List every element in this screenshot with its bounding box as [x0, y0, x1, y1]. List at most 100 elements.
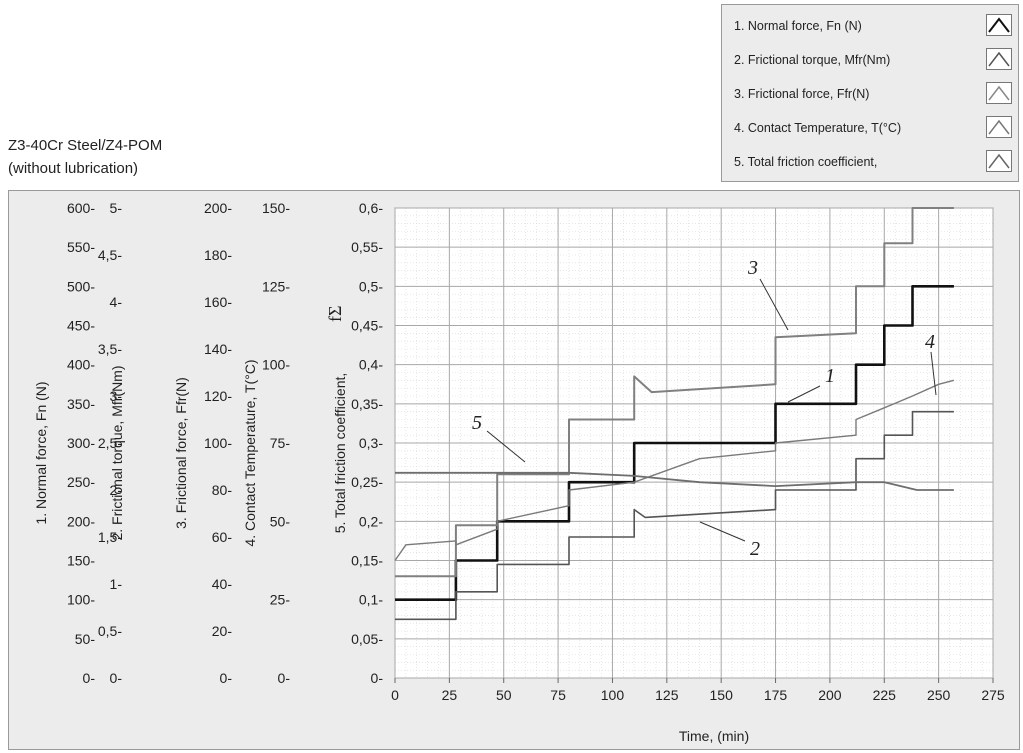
chart-title-material: Z3-40Cr Steel/Z4-POM [8, 137, 163, 154]
y-tick-label: 100- [67, 592, 95, 608]
y-tick-label: 300- [67, 435, 95, 451]
y-axis-label: 5. Total friction coefficient, [332, 373, 348, 534]
plot-style-icon[interactable] [986, 48, 1012, 70]
x-tick-label: 125 [655, 687, 679, 703]
y-tick-label: 0- [278, 670, 291, 686]
legend-label: 5. Total friction coefficient, [734, 155, 878, 169]
y-tick-label: 25- [270, 592, 291, 608]
y-axis-label: 3. Frictional force, Ffr(N) [173, 377, 189, 529]
y-tick-label: 150- [67, 553, 95, 569]
series-line-1 [395, 284, 954, 602]
y-tick-label: 2- [110, 482, 123, 498]
x-tick-label: 200 [818, 687, 842, 703]
y-tick-label: 0,2- [359, 513, 383, 529]
legend-item-contact-temperature[interactable]: 4. Contact Temperature, T(°C) [734, 113, 1014, 143]
plot-style-icon[interactable] [986, 14, 1012, 36]
series-group [394, 207, 955, 621]
y-tick-label: 160- [204, 294, 232, 310]
x-axis-label: Time, (min) [679, 728, 749, 744]
x-tick-label: 0 [391, 687, 399, 703]
legend-item-friction-coefficient[interactable]: 5. Total friction coefficient, [734, 147, 1014, 177]
y-tick-label: 0- [220, 670, 233, 686]
x-tick-label: 225 [873, 687, 897, 703]
y-tick-label: 0,15- [351, 553, 383, 569]
y-tick-label: 2,5- [98, 435, 122, 451]
y-tick-label: 150- [262, 200, 290, 216]
annotation-leader [699, 521, 746, 542]
legend-label: 4. Contact Temperature, T(°C) [734, 121, 902, 135]
annotation-leader [787, 385, 821, 403]
legend: 1. Normal force, Fn (N) 2. Frictional to… [721, 4, 1019, 182]
y-tick-label: 600- [67, 200, 95, 216]
y-tick-label: 0,05- [351, 631, 383, 647]
plot-style-icon[interactable] [986, 82, 1012, 104]
y-tick-label: 0- [83, 670, 96, 686]
y-tick-label: 4- [110, 294, 123, 310]
legend-item-frictional-torque[interactable]: 2. Frictional torque, Mfr(Nm) [734, 45, 1014, 75]
x-tick-label: 275 [981, 687, 1005, 703]
legend-item-frictional-force[interactable]: 3. Frictional force, Ffr(N) [734, 79, 1014, 109]
y-tick-label: 200- [67, 513, 95, 529]
y-tick-label: 100- [262, 357, 290, 373]
annotation-label: 3 [747, 257, 758, 279]
x-tick-label: 250 [927, 687, 951, 703]
y-tick-label: 75- [270, 435, 291, 451]
y-tick-label: 450- [67, 318, 95, 334]
friction-coefficient-symbol: fΣ [325, 306, 345, 322]
annotation-leader [759, 278, 789, 331]
y-tick-label: 0,55- [351, 239, 383, 255]
y-tick-label: 1,5- [98, 529, 122, 545]
y-tick-label: 0,45- [351, 318, 383, 334]
legend-label: 3. Frictional force, Ffr(N) [734, 87, 870, 101]
y-tick-label: 100- [204, 435, 232, 451]
legend-item-normal-force[interactable]: 1. Normal force, Fn (N) [734, 11, 1014, 41]
y-tick-label: 50- [75, 631, 96, 647]
x-tick-label: 100 [601, 687, 625, 703]
annotation-leader [486, 430, 526, 463]
y-tick-label: 200- [204, 200, 232, 216]
x-tick-label: 50 [496, 687, 512, 703]
y-tick-label: 40- [212, 576, 233, 592]
y-tick-label: 0,35- [351, 396, 383, 412]
y-axis-label: 4. Contact Temperature, T(°C) [242, 359, 258, 546]
y-tick-label: 1- [110, 576, 123, 592]
series-line-2 [395, 410, 954, 621]
y-tick-label: 550- [67, 239, 95, 255]
y-tick-label: 0,3- [359, 435, 383, 451]
annotation-label: 2 [750, 538, 760, 560]
y-tick-label: 60- [212, 529, 233, 545]
y-axis-label: 1. Normal force, Fn (N) [33, 381, 49, 524]
legend-label: 2. Frictional torque, Mfr(Nm) [734, 53, 891, 67]
y-tick-label: 125- [262, 278, 290, 294]
plot-style-icon[interactable] [986, 150, 1012, 172]
y-tick-label: 0- [110, 670, 123, 686]
y-tick-label: 3- [110, 388, 123, 404]
y-tick-label: 0,5- [98, 623, 122, 639]
legend-label: 1. Normal force, Fn (N) [734, 19, 862, 33]
plot-style-icon[interactable] [986, 116, 1012, 138]
y-tick-label: 350- [67, 396, 95, 412]
y-tick-label: 0,25- [351, 474, 383, 490]
y-tick-label: 250- [67, 474, 95, 490]
y-tick-label: 500- [67, 278, 95, 294]
annotation-label: 4 [925, 331, 935, 353]
y-tick-label: 400- [67, 357, 95, 373]
annotation-leader [930, 351, 937, 396]
y-tick-label: 4,5- [98, 247, 122, 263]
y-tick-label: 0,4- [359, 357, 383, 373]
series-line-5 [395, 471, 954, 491]
y-tick-label: 3,5- [98, 341, 122, 357]
y-tick-label: 80- [212, 482, 233, 498]
y-tick-label: 20- [212, 623, 233, 639]
chart-title-condition: (without lubrication) [8, 160, 139, 177]
annotation-label: 1 [825, 365, 835, 387]
y-tick-label: 50- [270, 513, 291, 529]
y-tick-label: 140- [204, 341, 232, 357]
y-tick-label: 5- [110, 200, 123, 216]
y-axis-label: 2. Frictional torque, Mfr(Nm) [109, 365, 125, 540]
y-tick-label: 120- [204, 388, 232, 404]
annotation-label: 5 [472, 412, 482, 434]
series-line-4 [394, 379, 955, 561]
x-tick-label: 175 [764, 687, 788, 703]
